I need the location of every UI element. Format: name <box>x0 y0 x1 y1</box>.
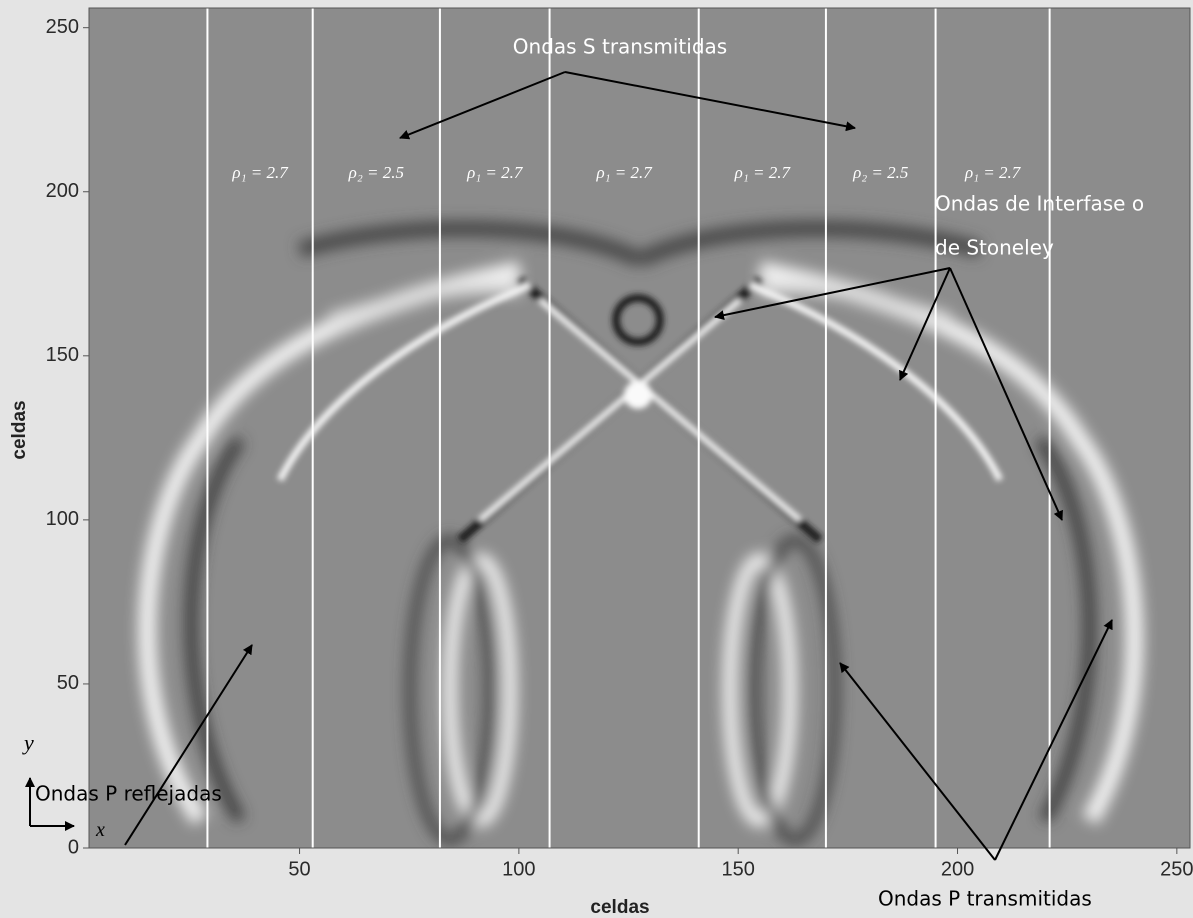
layer-label: ρ₂ = 2.5 <box>852 163 908 182</box>
layer-label: ρ₁ = 2.7 <box>466 163 524 182</box>
annotation: Ondas P reflejadas <box>35 782 222 806</box>
y-tick-label: 100 <box>46 508 79 530</box>
y-tick-label: 200 <box>46 180 79 202</box>
x-axis-label: celdas <box>590 897 649 918</box>
layer-label: ρ₂ = 2.5 <box>348 163 404 182</box>
axis-indicator-label: x <box>95 819 105 841</box>
wavefield <box>89 8 1190 848</box>
annotation: Ondas de Interfase o <box>935 192 1144 216</box>
x-tick-label: 150 <box>722 858 755 880</box>
y-tick-label: 50 <box>57 672 79 694</box>
annotation: Ondas P transmitidas <box>878 887 1092 911</box>
x-tick-label: 50 <box>288 858 310 880</box>
x-tick-label: 250 <box>1160 858 1193 880</box>
plot-frame <box>88 7 1191 849</box>
axis-indicator <box>25 777 75 831</box>
layer-label: ρ₁ = 2.7 <box>595 163 653 182</box>
y-tick-label: 250 <box>46 16 79 38</box>
y-axis-label: celdas <box>9 400 30 459</box>
x-tick-label: 200 <box>941 858 974 880</box>
y-tick-label: 0 <box>68 836 79 858</box>
annotation: de Stoneley <box>935 236 1054 260</box>
annotation: Ondas S transmitidas <box>513 35 727 59</box>
arrows <box>124 71 1113 861</box>
layer-label: ρ₁ = 2.7 <box>964 163 1022 182</box>
x-tick-label: 100 <box>502 858 535 880</box>
layer-label: ρ₁ = 2.7 <box>231 163 289 182</box>
y-tick-label: 150 <box>46 344 79 366</box>
axis-indicator-label: y <box>22 730 34 755</box>
layer-label: ρ₁ = 2.7 <box>734 163 792 182</box>
